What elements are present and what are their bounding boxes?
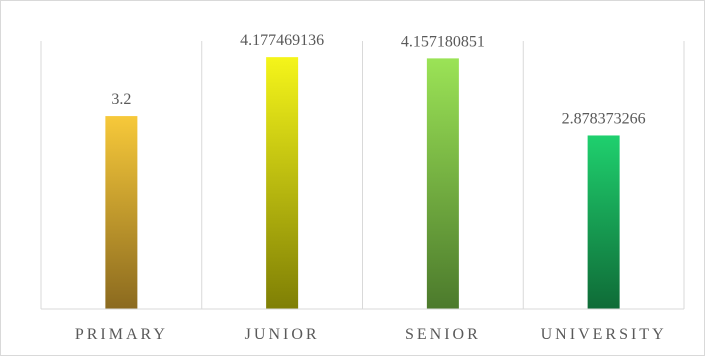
data-label-university: 2.878373266 (562, 110, 646, 127)
bars (105, 57, 620, 310)
x-tick-label-university: UNIVERSITY (541, 326, 667, 343)
data-label-junior: 4.177469136 (240, 32, 324, 49)
bar-university (587, 135, 620, 309)
x-tick-label-primary: PRIMARY (75, 326, 168, 343)
gridlines (40, 41, 685, 309)
data-label-primary: 3.2 (111, 91, 131, 108)
bar-junior (266, 57, 299, 309)
x-axis: PRIMARY JUNIOR SENIOR UNIVERSITY (41, 308, 684, 343)
data-labels: 3.2 4.177469136 4.157180851 2.878373266 (111, 32, 645, 127)
x-tick-label-junior: JUNIOR (245, 326, 320, 343)
x-tick-label-senior: SENIOR (405, 326, 481, 343)
bar-senior (426, 58, 459, 309)
bar-primary (105, 116, 138, 310)
data-label-senior: 4.157180851 (401, 33, 485, 50)
